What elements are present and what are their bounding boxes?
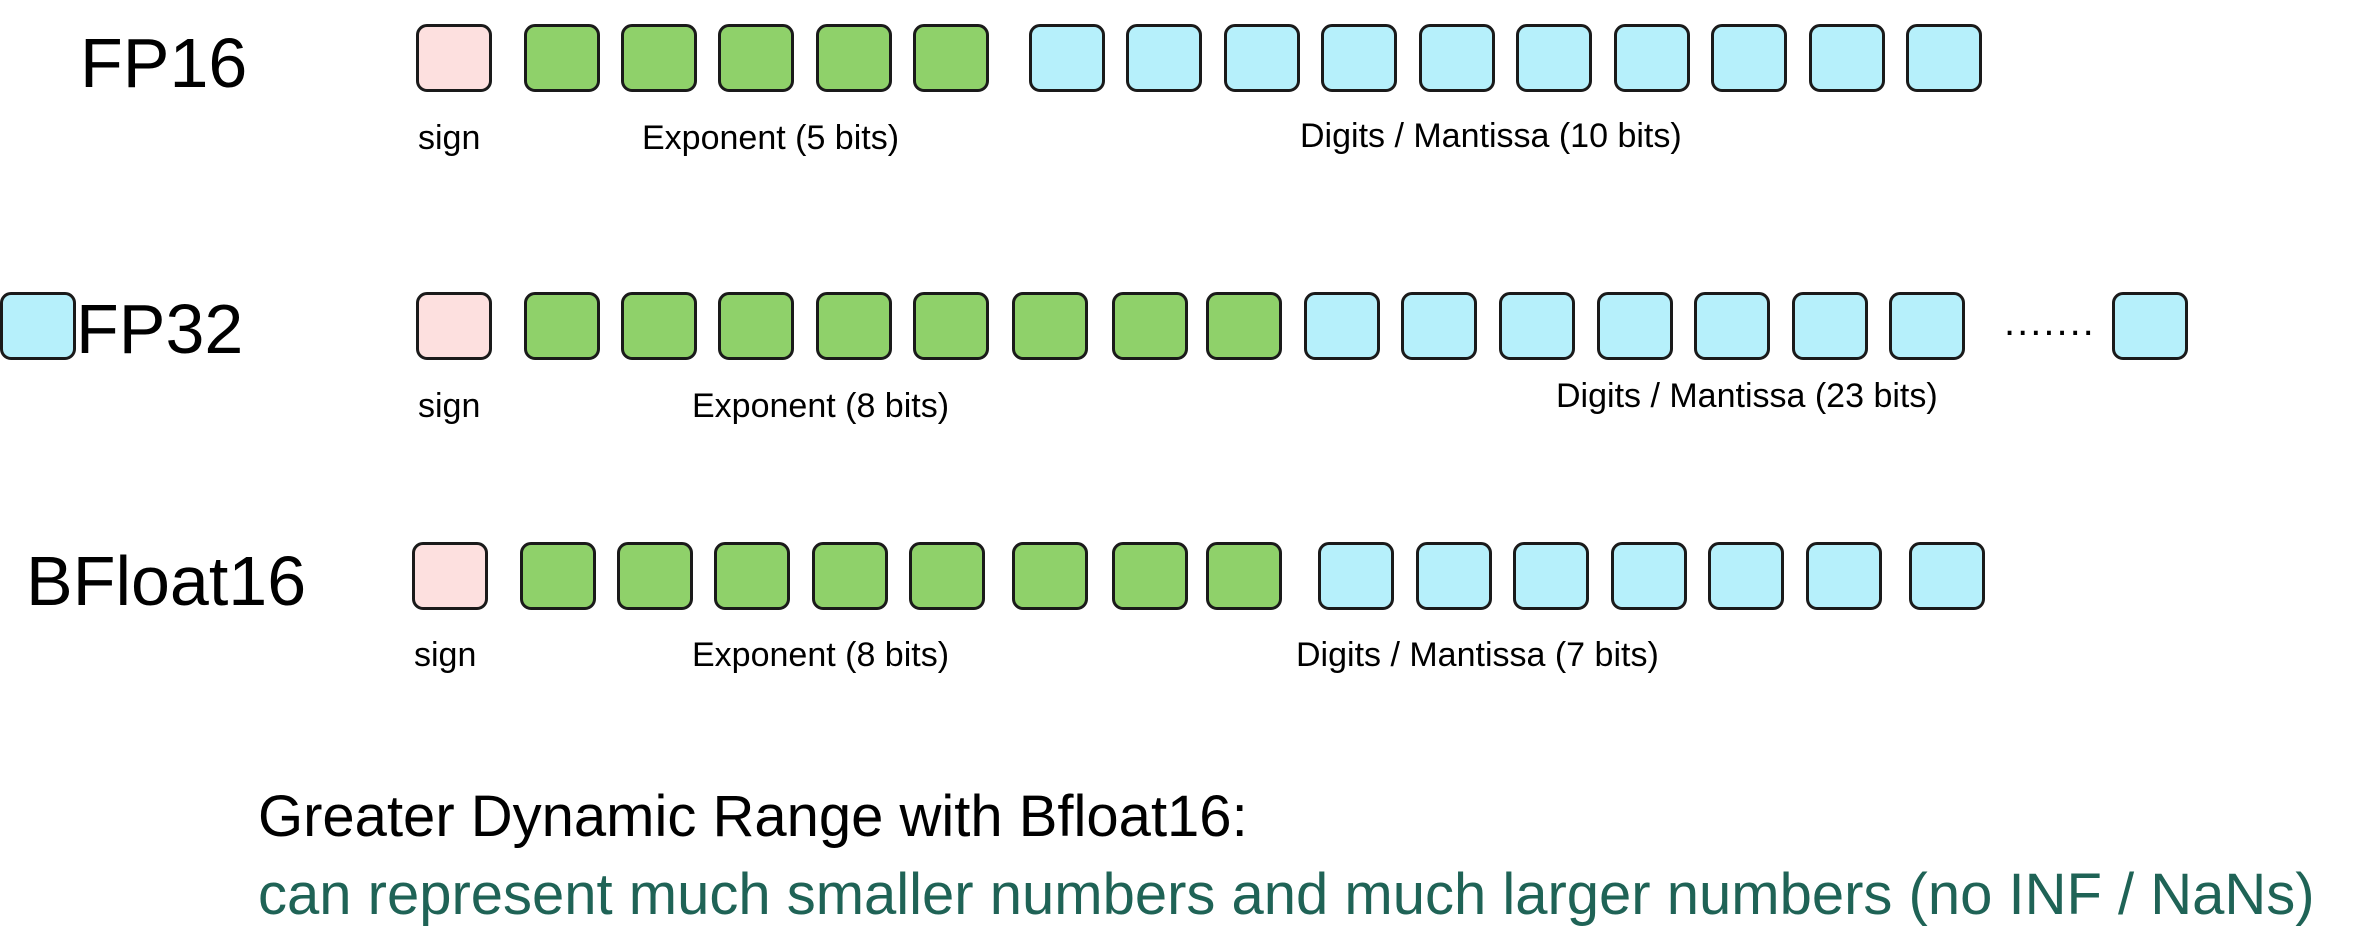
mantissa-bit-cell-2 bbox=[1416, 542, 1492, 610]
bfloat16-exponent-label: Exponent (8 bits) bbox=[692, 636, 950, 674]
exponent-bit-cell-2 bbox=[621, 292, 697, 360]
mantissa-bit-cell-7 bbox=[1909, 542, 1985, 610]
exponent-bit-cell-1 bbox=[520, 542, 596, 610]
mantissa-bit-cell-6 bbox=[1792, 292, 1868, 360]
mantissa-bit-cell-1 bbox=[1318, 542, 1394, 610]
exponent-bit-cell-7 bbox=[1112, 292, 1188, 360]
mantissa-bit-cell-7 bbox=[1889, 292, 1965, 360]
caption-title: Greater Dynamic Range with Bfloat16: bbox=[258, 784, 1248, 849]
exponent-bit-cell-2 bbox=[617, 542, 693, 610]
exponent-bit-cell-1 bbox=[524, 24, 600, 92]
exponent-bit-cell-4 bbox=[812, 542, 888, 610]
bfloat16-title: BFloat16 bbox=[26, 542, 307, 620]
sign-bit-cell-1 bbox=[416, 292, 492, 360]
fp32-sign-label: sign bbox=[418, 387, 481, 425]
bfloat16-mantissa-label: Digits / Mantissa (7 bits) bbox=[1296, 636, 1659, 674]
caption-subtitle: can represent much smaller numbers and m… bbox=[258, 862, 2315, 927]
mantissa-bit-cell-4 bbox=[1321, 24, 1397, 92]
mantissa-bit-cell-9 bbox=[0, 292, 76, 360]
exponent-bit-cell-8 bbox=[1206, 542, 1282, 610]
mantissa-bit-cell-4 bbox=[1611, 542, 1687, 610]
exponent-bit-cell-4 bbox=[816, 292, 892, 360]
exponent-bit-cell-3 bbox=[714, 542, 790, 610]
mantissa-bit-cell-6 bbox=[1516, 24, 1592, 92]
mantissa-bit-cell-2 bbox=[1126, 24, 1202, 92]
exponent-bit-cell-4 bbox=[816, 24, 892, 92]
mantissa-bit-cell-5 bbox=[1708, 542, 1784, 610]
mantissa-bit-cell-3 bbox=[1499, 292, 1575, 360]
exponent-bit-cell-5 bbox=[909, 542, 985, 610]
fp32-title: FP32 bbox=[76, 290, 244, 368]
exponent-bit-cell-5 bbox=[913, 24, 989, 92]
exponent-bit-cell-2 bbox=[621, 24, 697, 92]
mantissa-bit-cell-8 bbox=[2112, 292, 2188, 360]
mantissa-bit-cell-5 bbox=[1419, 24, 1495, 92]
mantissa-bit-cell-5 bbox=[1694, 292, 1770, 360]
exponent-bit-cell-3 bbox=[718, 24, 794, 92]
exponent-bit-cell-5 bbox=[913, 292, 989, 360]
sign-bit-cell-1 bbox=[412, 542, 488, 610]
fp16-exponent-label: Exponent (5 bits) bbox=[642, 119, 900, 157]
bfloat16-sign-label: sign bbox=[414, 636, 477, 674]
fp16-sign-label: sign bbox=[418, 119, 481, 157]
sign-bit-cell-1 bbox=[416, 24, 492, 92]
exponent-bit-cell-7 bbox=[1112, 542, 1188, 610]
mantissa-bit-cell-7 bbox=[1614, 24, 1690, 92]
mantissa-bit-cell-4 bbox=[1597, 292, 1673, 360]
exponent-bit-cell-1 bbox=[524, 292, 600, 360]
exponent-bit-cell-6 bbox=[1012, 292, 1088, 360]
fp32-exponent-label: Exponent (8 bits) bbox=[692, 387, 950, 425]
fp16-title: FP16 bbox=[80, 24, 248, 102]
mantissa-bit-cell-6 bbox=[1806, 542, 1882, 610]
mantissa-bit-cell-8 bbox=[1711, 24, 1787, 92]
exponent-bit-cell-3 bbox=[718, 292, 794, 360]
mantissa-bit-cell-1 bbox=[1029, 24, 1105, 92]
mantissa-bit-cell-9 bbox=[1809, 24, 1885, 92]
mantissa-bit-cell-2 bbox=[1401, 292, 1477, 360]
mantissa-bit-cell-3 bbox=[1224, 24, 1300, 92]
exponent-bit-cell-6 bbox=[1012, 542, 1088, 610]
mantissa-bit-cell-3 bbox=[1513, 542, 1589, 610]
mantissa-bit-cell-1 bbox=[1304, 292, 1380, 360]
fp16-mantissa-label: Digits / Mantissa (10 bits) bbox=[1300, 117, 1682, 155]
exponent-bit-cell-8 bbox=[1206, 292, 1282, 360]
fp32-mantissa-ellipsis: ....... bbox=[2004, 300, 2096, 344]
mantissa-bit-cell-10 bbox=[1906, 24, 1982, 92]
fp32-mantissa-label: Digits / Mantissa (23 bits) bbox=[1556, 377, 1938, 415]
